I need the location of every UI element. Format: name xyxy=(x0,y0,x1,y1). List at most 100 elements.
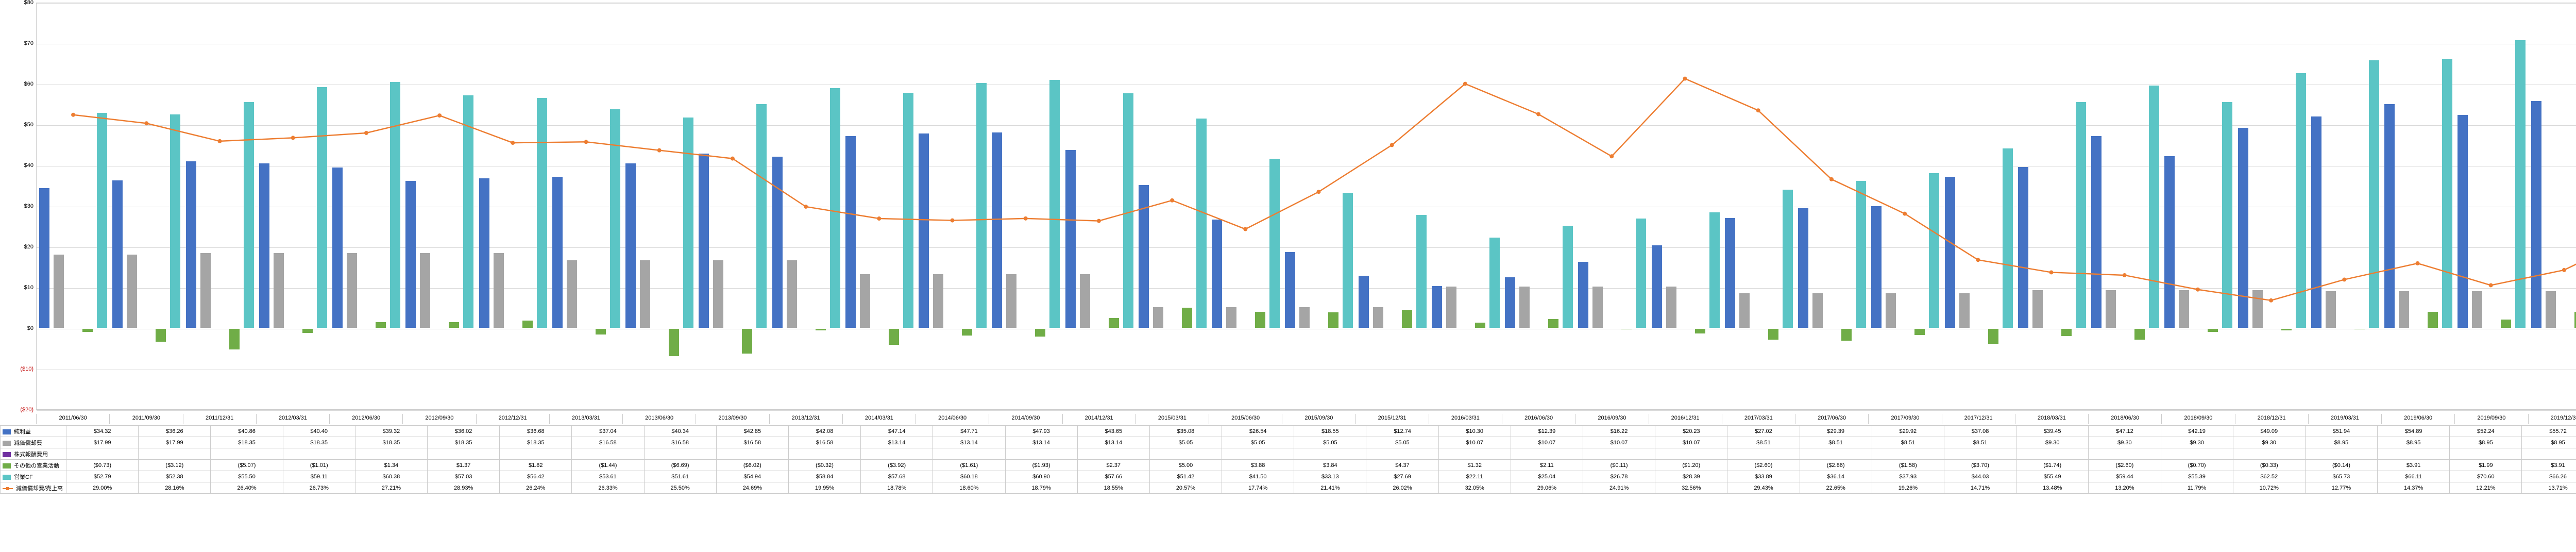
bar-other_ops xyxy=(2574,312,2576,328)
bar-depreciation xyxy=(494,253,504,328)
x-axis: 2011/06/302011/09/302011/12/312012/03/31… xyxy=(36,414,2576,424)
table-cell: ($1.01) xyxy=(283,460,355,471)
table-cell: $5.05 xyxy=(1149,437,1222,448)
bar-depreciation xyxy=(274,253,284,328)
bar-depreciation xyxy=(713,260,723,328)
x-tick: 2013/09/30 xyxy=(696,414,769,424)
table-cell: $16.58 xyxy=(788,437,860,448)
table-cell: $8.51 xyxy=(1800,437,1872,448)
table-cell xyxy=(1222,448,1294,460)
x-tick: 2016/06/30 xyxy=(1502,414,1575,424)
table-cell xyxy=(1583,448,1655,460)
table-cell xyxy=(1944,448,2016,460)
table-cell: $13.14 xyxy=(1005,437,1077,448)
table-cell: $1.37 xyxy=(428,460,500,471)
table-cell: 29.06% xyxy=(1511,482,1583,494)
bar-net_income xyxy=(1505,277,1515,328)
bar-other_ops xyxy=(1255,312,1265,328)
bar-operating_cf xyxy=(830,88,840,328)
y-left-tick: $50 xyxy=(0,122,33,128)
table-cell: $57.66 xyxy=(1077,471,1149,482)
table-cell: $57.03 xyxy=(428,471,500,482)
legend-marker xyxy=(3,488,13,489)
bar-operating_cf xyxy=(2222,102,2232,328)
table-cell: ($3.92) xyxy=(861,460,933,471)
table-cell xyxy=(2161,448,2233,460)
bar-operating_cf xyxy=(1196,119,1207,328)
bar-operating_cf xyxy=(1343,193,1353,328)
table-cell: $8.95 xyxy=(2305,437,2377,448)
table-cell: ($3.70) xyxy=(1944,460,2016,471)
bar-other_ops xyxy=(1695,329,1705,333)
bar-operating_cf xyxy=(2515,40,2526,328)
row-label: 営業CF xyxy=(14,474,33,480)
table-cell xyxy=(1438,448,1511,460)
table-cell: $10.07 xyxy=(1655,437,1727,448)
table-cell: $8.95 xyxy=(2522,437,2576,448)
bar-depreciation xyxy=(787,260,797,328)
bar-operating_cf xyxy=(170,114,180,328)
bar-operating_cf xyxy=(1856,181,1866,328)
table-cell: 18.78% xyxy=(861,482,933,494)
table-cell: $59.44 xyxy=(2089,471,2161,482)
table-cell: $13.14 xyxy=(1077,437,1149,448)
x-tick: 2015/03/31 xyxy=(1136,414,1209,424)
bar-other_ops xyxy=(1402,310,1412,328)
bar-operating_cf xyxy=(2296,73,2306,328)
table-cell: $18.35 xyxy=(428,437,500,448)
bar-depreciation xyxy=(860,274,870,328)
bar-other_ops xyxy=(1988,329,1998,344)
legend-marker xyxy=(3,475,11,480)
table-cell: $39.32 xyxy=(355,426,427,437)
x-tick: 2018/03/31 xyxy=(2015,414,2088,424)
table-cell xyxy=(139,448,211,460)
x-tick: 2019/06/30 xyxy=(2381,414,2454,424)
bars-layer xyxy=(37,3,2576,409)
table-cell: ($3.12) xyxy=(139,460,211,471)
y-left-tick: $80 xyxy=(0,0,33,6)
table-cell: ($2.60) xyxy=(2089,460,2161,471)
table-cell: $51.94 xyxy=(2305,426,2377,437)
x-tick: 2014/09/30 xyxy=(989,414,1062,424)
bar-other_ops xyxy=(229,329,240,349)
bar-net_income xyxy=(625,163,636,328)
x-tick: 2015/06/30 xyxy=(1209,414,1282,424)
bar-other_ops xyxy=(2281,329,2292,330)
table-cell: $26.78 xyxy=(1583,471,1655,482)
bar-other_ops xyxy=(522,321,533,328)
y-left-tick: $60 xyxy=(0,81,33,87)
x-tick: 2016/12/31 xyxy=(1649,414,1722,424)
x-tick: 2018/12/31 xyxy=(2235,414,2308,424)
bar-net_income xyxy=(1139,185,1149,328)
bar-operating_cf xyxy=(244,102,254,328)
table-cell xyxy=(572,448,644,460)
bar-operating_cf xyxy=(390,82,400,328)
table-cell: $25.04 xyxy=(1511,471,1583,482)
table-cell xyxy=(1005,448,1077,460)
bar-net_income xyxy=(1285,252,1295,328)
bar-depreciation xyxy=(2179,290,2189,328)
bar-net_income xyxy=(1432,286,1442,328)
table-cell xyxy=(1727,448,1800,460)
bar-other_ops xyxy=(1328,312,1338,328)
bar-other_ops xyxy=(1182,308,1192,328)
bar-net_income xyxy=(552,177,563,328)
bar-operating_cf xyxy=(1489,238,1500,328)
table-cell: 17.74% xyxy=(1222,482,1294,494)
x-tick: 2011/09/30 xyxy=(109,414,182,424)
y-left-tick: ($20) xyxy=(0,407,33,413)
bar-operating_cf xyxy=(463,95,473,328)
bar-operating_cf xyxy=(2076,102,2086,328)
bar-depreciation xyxy=(2399,291,2409,328)
table-cell: $5.00 xyxy=(1149,460,1222,471)
table-cell: $52.24 xyxy=(2450,426,2522,437)
table-cell: 12.21% xyxy=(2450,482,2522,494)
table-cell: $33.89 xyxy=(1727,471,1800,482)
table-cell: $55.39 xyxy=(2161,471,2233,482)
bar-depreciation xyxy=(1373,307,1383,328)
legend-marker xyxy=(3,429,11,434)
bar-other_ops xyxy=(82,329,93,332)
table-cell: ($2.86) xyxy=(1800,460,1872,471)
bar-net_income xyxy=(479,178,489,328)
bar-net_income xyxy=(405,181,416,328)
